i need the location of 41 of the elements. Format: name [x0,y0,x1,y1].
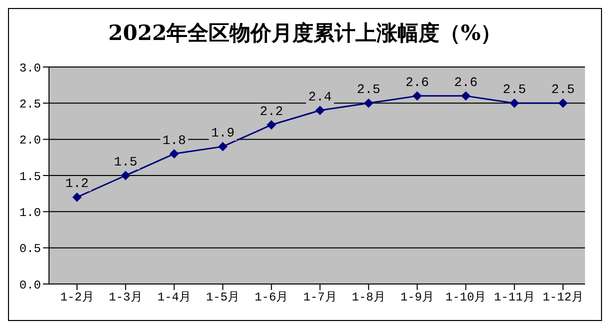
data-label: 2.5 [551,82,575,98]
point [364,98,374,108]
data-label: 2.5 [502,82,526,98]
y-tick-label: 0.5 [19,242,41,256]
data-label: 2.6 [454,74,478,90]
point [412,91,422,100]
x-tick-label: 1-12月 [542,290,584,305]
data-label: 2.6 [405,74,429,90]
y-tick-label: 3.0 [19,61,41,76]
point [266,120,276,130]
x-tick-label: 1-7月 [303,290,337,305]
point [218,142,228,152]
point [170,149,179,158]
point [316,106,324,115]
x-tick-label: 1-11月 [494,290,535,305]
y-tick-label: 1.0 [19,206,41,220]
chart-title: 2022年全区物价月度累计上涨幅度（%） [107,19,503,47]
data-label: 1.9 [211,126,235,141]
x-tick-label: 1-9月 [400,290,434,305]
x-tick-label: 1-3月 [108,290,142,305]
point [510,98,519,108]
point [558,98,568,108]
data-label: 2.4 [308,89,332,104]
x-tick-label: 1-6月 [254,290,288,305]
data-label: 1.5 [114,154,138,170]
data-label: 1.2 [65,176,89,192]
x-tick-label: 1-10月 [445,290,486,305]
data-label: 2.5 [356,82,380,98]
y-tick-label: 0.0 [19,278,41,292]
y-tick-label: 2.5 [19,97,41,112]
point [72,192,82,202]
x-tick-label: 1-8月 [352,290,386,305]
point [461,91,470,100]
x-tick-label: 1-4月 [157,290,192,305]
data-label: 1.8 [162,132,186,148]
data-label: 2.2 [260,104,284,119]
y-tick-label: 1.5 [19,170,41,184]
x-tick-label: 1-5月 [206,290,240,305]
point [121,171,130,180]
x-tick-label: 1-2月 [60,290,94,305]
y-tick-label: 2.0 [19,134,41,148]
